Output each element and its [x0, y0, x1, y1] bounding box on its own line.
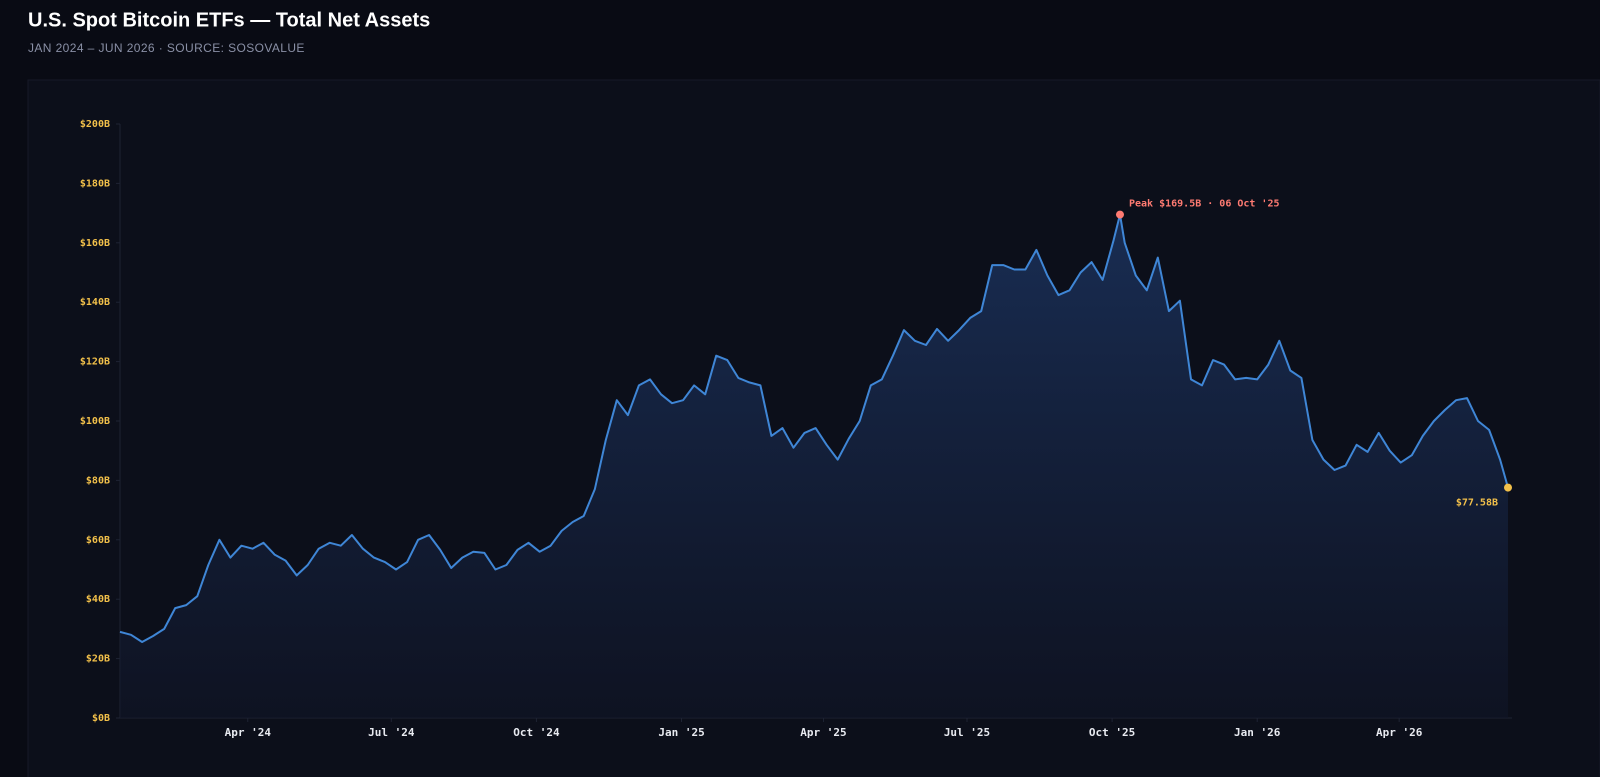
x-tick-label: Apr '25 — [800, 726, 846, 739]
x-tick-label: Oct '24 — [513, 726, 560, 739]
last-label: $77.58B — [1456, 498, 1498, 509]
last-marker — [1504, 483, 1512, 492]
y-tick-label: $80B — [86, 475, 110, 486]
peak-label: Peak $169.5B · 06 Oct '25 — [1129, 199, 1280, 210]
x-tick-label: Jan '26 — [1234, 726, 1281, 739]
area — [120, 214, 1508, 718]
y-tick-label: $160B — [80, 238, 110, 249]
y-tick-label: $20B — [86, 654, 110, 665]
y-tick-label: $0B — [92, 713, 110, 724]
chart-title: U.S. Spot Bitcoin ETFs — Total Net Asset… — [28, 9, 430, 31]
line — [119, 213, 1509, 643]
y-tick-label: $140B — [80, 297, 110, 308]
y-tick-label: $100B — [80, 416, 110, 427]
y-tick-label: $120B — [80, 357, 110, 368]
x-tick-label: Apr '26 — [1376, 726, 1423, 739]
y-tick-label: $60B — [86, 535, 110, 546]
x-tick-label: Jul '25 — [944, 726, 990, 739]
x-tick-label: Jan '25 — [658, 726, 704, 739]
x-tick-label: Jul '24 — [368, 726, 415, 739]
y-tick-label: $40B — [86, 594, 110, 605]
y-tick-label: $200B — [80, 119, 110, 130]
chart-subtitle: JAN 2024 – JUN 2026 · SOURCE: SOSOVALUE — [28, 41, 305, 55]
x-tick-label: Apr '24 — [225, 726, 272, 739]
y-tick-label: $180B — [80, 178, 110, 189]
x-tick-label: Oct '25 — [1089, 726, 1135, 739]
peak-marker — [1115, 210, 1124, 219]
